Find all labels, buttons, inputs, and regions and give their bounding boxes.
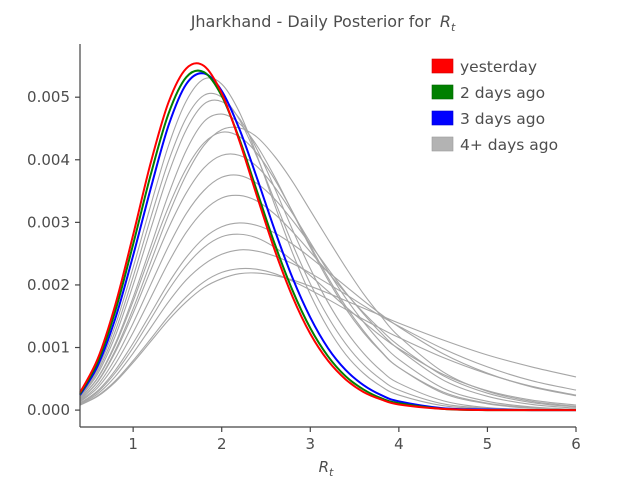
series-line-4-plus-days-ago-13	[79, 77, 577, 411]
series-line-4-plus-days-ago-11	[79, 99, 577, 411]
x-tick-label: 1	[128, 435, 138, 453]
y-tick-label: 0.002	[27, 276, 70, 294]
legend-label-3-days-ago: 3 days ago	[460, 110, 545, 128]
legend-swatch-yesterday	[431, 58, 454, 74]
legend: yesterday 2 days ago 3 days ago 4+ days …	[431, 58, 558, 154]
legend-swatch-2-days-ago	[431, 84, 454, 100]
series-line-yesterday-16	[79, 62, 576, 412]
curves-layer	[79, 62, 577, 412]
legend-label-2-days-ago: 2 days ago	[460, 84, 545, 102]
legend-swatch-3-days-ago	[431, 110, 454, 126]
y-tick-label: 0.004	[27, 151, 70, 169]
x-axis-label-sub: t	[329, 466, 334, 479]
legend-label-yesterday: yesterday	[460, 58, 537, 76]
y-tick-label: 0.005	[27, 88, 70, 106]
series-line-2-days-ago-15	[79, 69, 576, 412]
series-line-4-plus-days-ago-4	[79, 194, 577, 408]
series-line-4-plus-days-ago-9	[79, 126, 577, 407]
series-line-4-plus-days-ago-3	[79, 249, 577, 405]
x-tick-label: 2	[217, 435, 227, 453]
series-line-4-plus-days-ago-2	[79, 272, 577, 406]
series-line-4-plus-days-ago-10	[79, 113, 577, 411]
chart-title-text: Jharkhand - Daily Posterior for	[190, 12, 431, 31]
y-tick-label: 0.003	[27, 213, 70, 231]
chart-title-symbol-sub: t	[451, 21, 456, 34]
legend-label-4-plus-days-ago: 4+ days ago	[460, 136, 558, 154]
y-tick-label: 0.001	[27, 339, 70, 357]
x-tick-label: 3	[306, 435, 316, 453]
y-tick-label: 0.000	[27, 401, 70, 419]
ticks-layer: 1 2 3 4 5 6 0.000 0.001 0.002 0.003 0.004 0.005	[27, 88, 581, 453]
series-line-4-plus-days-ago-0	[79, 267, 577, 406]
series-line-4-plus-days-ago-1	[79, 233, 577, 406]
series-line-3-days-ago-14	[79, 72, 577, 412]
x-tick-label: 5	[483, 435, 493, 453]
legend-swatch-4-plus-days-ago	[431, 136, 454, 152]
series-line-4-plus-days-ago-6	[79, 174, 577, 409]
series-line-4-plus-days-ago-12	[79, 92, 577, 411]
chart-title-symbol: R	[440, 12, 451, 31]
x-axis-label: Rt	[319, 458, 334, 479]
chart-title: Jharkhand - Daily Posterior for Rt	[190, 12, 456, 34]
x-tick-label: 6	[571, 435, 581, 453]
x-tick-label: 4	[394, 435, 404, 453]
x-axis-label-symbol: R	[319, 458, 329, 476]
